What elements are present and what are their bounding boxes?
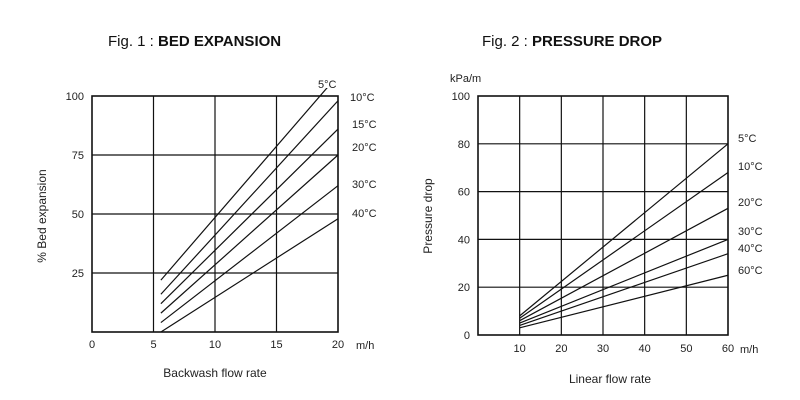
chart2-xtick-label: 50	[680, 343, 692, 355]
chart2-xtick-label: 20	[555, 343, 567, 355]
chart1-plot: 0 5 10 15 20 25 50 75 100 5°C 10°C 15°C 20°C 30°C 40°C	[66, 79, 377, 351]
chart1-xtick-label: 10	[209, 339, 221, 351]
chart1-series-label: 30°C	[352, 179, 377, 191]
chart1-title-bold: BED EXPANSION	[158, 33, 281, 50]
chart2-frame	[477, 95, 729, 336]
chart1-series-label: 40°C	[352, 208, 377, 220]
chart1-series-label: 10°C	[350, 92, 375, 104]
chart1-title-prefix: Fig. 1 :	[108, 33, 158, 50]
chart2-xlabel: Linear flow rate	[569, 372, 651, 386]
chart2-xtick-label: 10	[514, 343, 526, 355]
chart2-title: Fig. 2 : PRESSURE DROP	[482, 33, 662, 50]
chart1-series-label: 20°C	[352, 142, 377, 154]
chart1-ytick-label: 75	[72, 150, 84, 162]
chart1-series-line	[160, 128, 339, 305]
chart2-series-line	[519, 207, 729, 322]
chart2-series-label: 5°C	[738, 133, 757, 145]
chart2-xtick-label: 40	[639, 343, 651, 355]
chart2-ytick-label: 40	[458, 234, 470, 246]
chart1-series-line	[160, 218, 339, 332]
chart2-plot: 10 20 30 40 50 60 0 20 40 60 80 100 5°C 10°C 20°C 30°C 4…	[452, 91, 763, 355]
chart1-xlabel: Backwash flow rate	[163, 366, 267, 380]
chart1-series-label: 15°C	[352, 119, 377, 131]
chart2-series-label: 20°C	[738, 197, 763, 209]
chart2-xtick-label: 30	[597, 343, 609, 355]
chart2-series-line	[519, 274, 729, 329]
chart2-series-label: 40°C	[738, 243, 763, 255]
chart1-series-label: 5°C	[318, 79, 337, 91]
chart2-series-line	[519, 171, 729, 319]
chart2-yunit: kPa/m	[450, 73, 481, 85]
chart1-title: Fig. 1 : BED EXPANSION	[108, 33, 281, 50]
chart2-title-bold: PRESSURE DROP	[532, 33, 662, 50]
chart1-ytick-label: 100	[66, 91, 84, 103]
chart2-series-line	[519, 238, 729, 324]
chart1-xunit: m/h	[356, 340, 374, 352]
chart2-xunit: m/h	[740, 344, 758, 356]
chart2-series-line	[519, 143, 729, 317]
chart2-ytick-label: 20	[458, 282, 470, 294]
chart1-frame	[91, 95, 339, 333]
chart2-ytick-label: 0	[464, 330, 470, 342]
chart2-title-prefix: Fig. 2 :	[482, 33, 532, 50]
chart1-xtick-label: 15	[270, 339, 282, 351]
chart2-ytick-label: 80	[458, 139, 470, 151]
chart1-ylabel: % Bed expansion	[35, 169, 49, 262]
chart2-series-label: 30°C	[738, 226, 763, 238]
chart2-ytick-label: 100	[452, 91, 470, 103]
chart1-series-line	[160, 154, 339, 314]
chart2-series-line	[519, 253, 729, 327]
chart1-series-line	[160, 88, 328, 281]
chart1-series-line	[160, 185, 339, 324]
chart1-xtick-label: 0	[89, 339, 95, 351]
chart2-series-label: 10°C	[738, 161, 763, 173]
chart1-ytick-label: 25	[72, 268, 84, 280]
chart1-xtick-label: 5	[150, 339, 156, 351]
chart1-ytick-label: 50	[72, 209, 84, 221]
chart2-series-label: 60°C	[738, 265, 763, 277]
chart1-series-line	[160, 100, 339, 295]
chart1-xtick-label: 20	[332, 339, 344, 351]
chart2-ylabel: Pressure drop	[421, 178, 435, 254]
chart2-ytick-label: 60	[458, 187, 470, 199]
chart2-xtick-label: 60	[722, 343, 734, 355]
